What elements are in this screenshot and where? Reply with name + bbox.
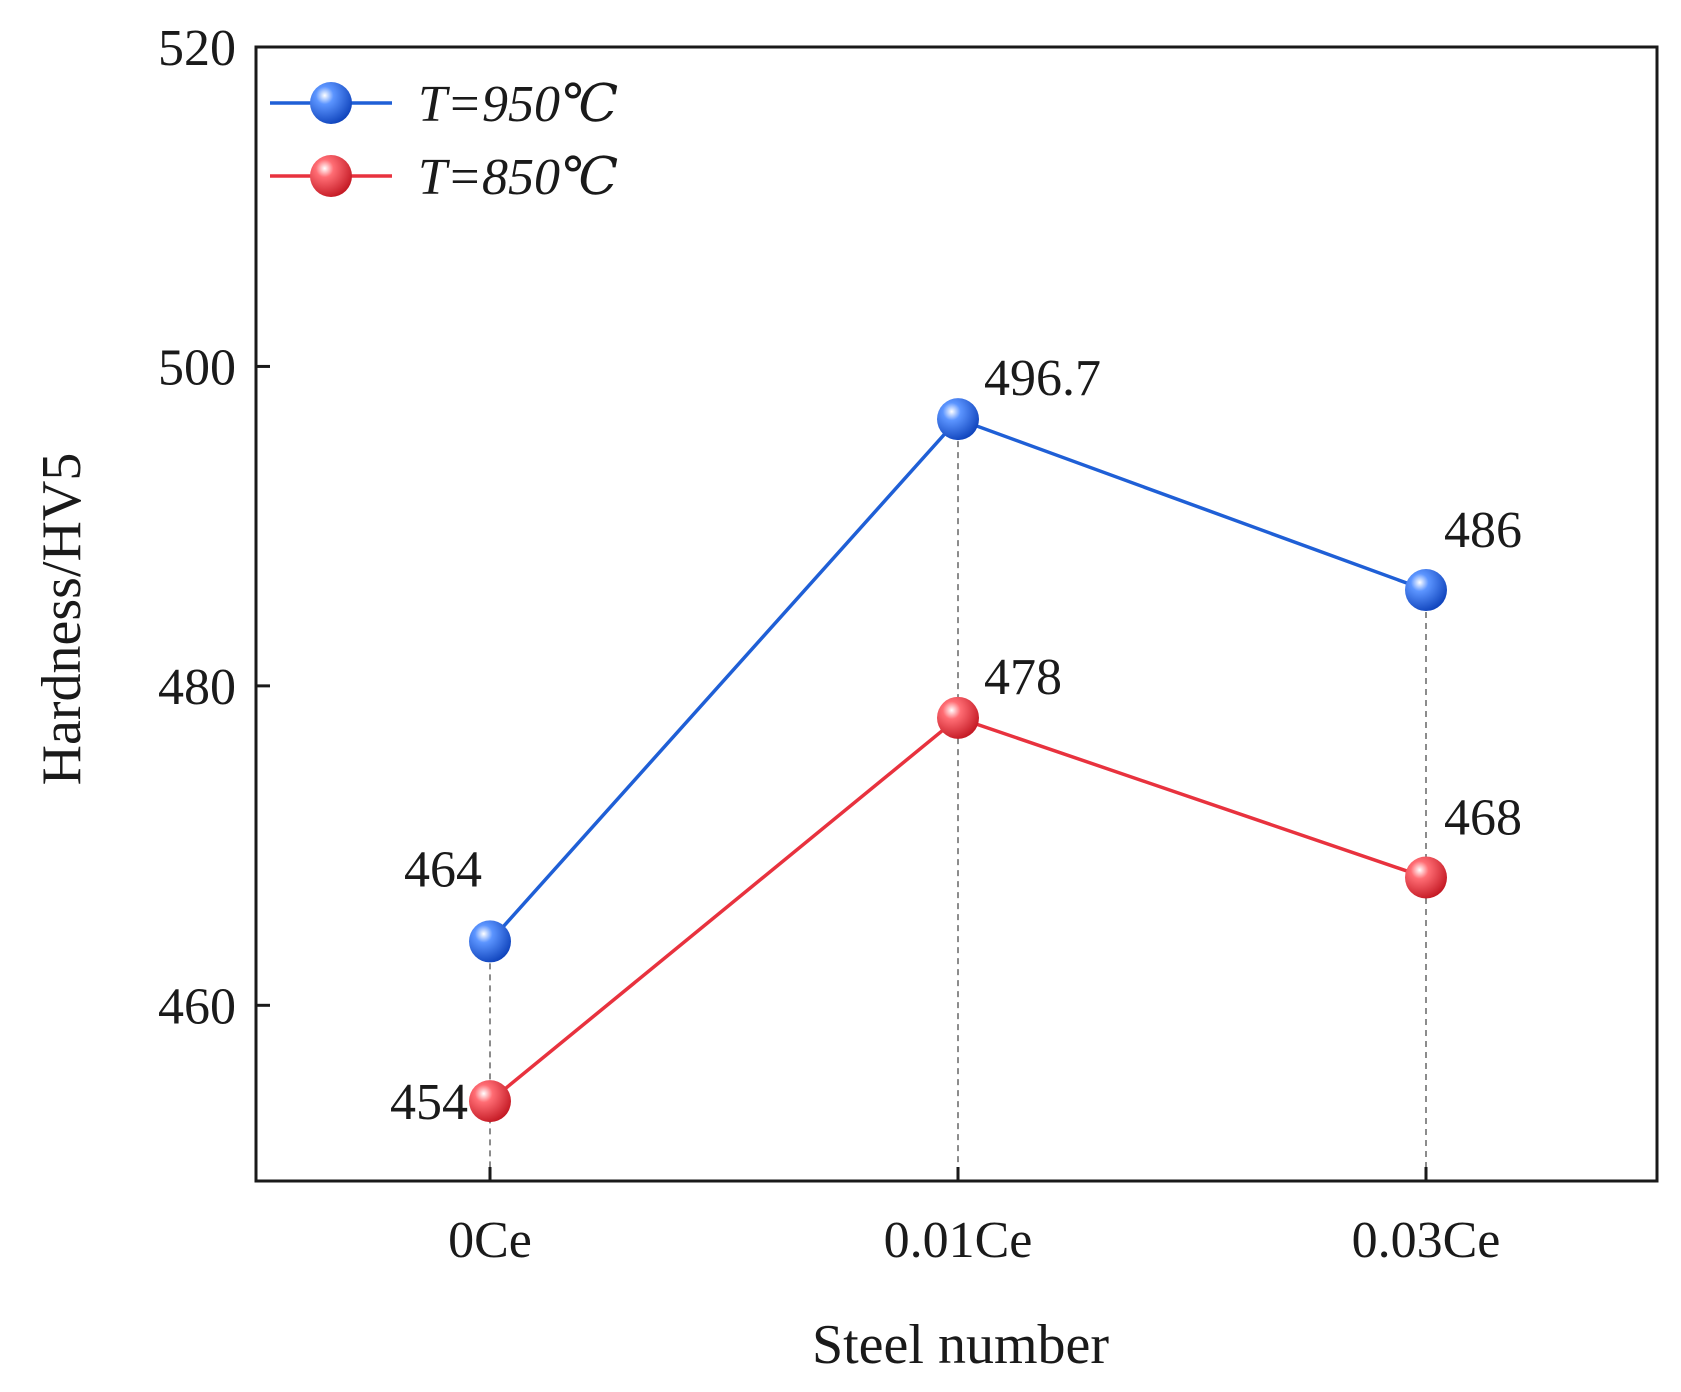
legend-value: =950℃ [447,76,618,133]
legend-value: =850℃ [447,149,618,206]
data-point-marker [1405,856,1447,899]
x-axis-title: Steel number [812,1314,1109,1376]
data-point-marker [469,920,511,963]
legend-variable: T [418,76,450,133]
legend-marker [310,155,352,197]
data-label: 454 [390,1074,468,1131]
data-label: 496.7 [984,350,1101,407]
y-axis-title: Hardness/HV5 [31,453,93,786]
x-tick-label: 0.01Ce [884,1212,1033,1269]
x-tick-label: 0Ce [448,1212,532,1269]
legend-variable: T [418,149,450,206]
y-tick-label: 480 [158,659,236,716]
data-label: 478 [984,649,1062,706]
data-point-marker [1405,569,1447,612]
y-tick-label: 500 [158,339,236,396]
data-label: 486 [1444,502,1522,559]
data-point-marker [937,696,979,739]
legend-marker [310,82,352,124]
x-tick-label: 0.03Ce [1352,1212,1501,1269]
plot-area-frame [254,45,1659,1183]
legend-label: T=950℃ [418,76,618,133]
data-label: 468 [1444,790,1522,847]
data-point-marker [937,398,979,441]
data-label: 464 [404,841,482,898]
data-point-marker [469,1080,511,1123]
y-tick-label: 520 [158,20,236,77]
y-tick-label: 460 [158,978,236,1035]
legend-label: T=850℃ [418,149,618,206]
